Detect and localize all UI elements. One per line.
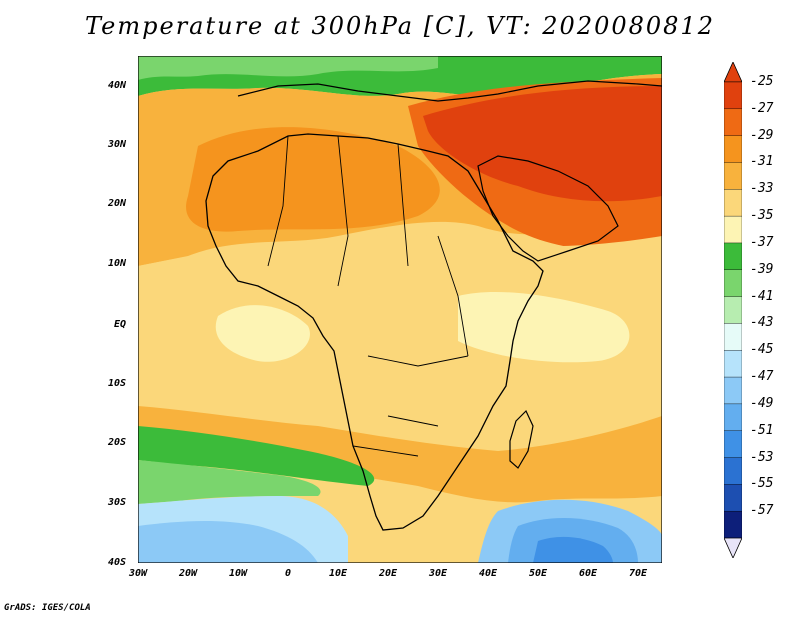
colorbar-segment xyxy=(724,108,742,137)
colorbar-label: -35 xyxy=(750,208,774,224)
colorbar-bottom-arrow xyxy=(724,537,742,558)
colorbar-label: -37 xyxy=(750,234,774,250)
colorbar-label: -47 xyxy=(750,369,774,385)
colorbar-segment xyxy=(724,215,742,244)
arabia-coastline xyxy=(477,155,619,262)
temperature-map xyxy=(137,55,663,564)
lat-label-10s: 10S xyxy=(108,378,127,389)
lon-label-10w: 10W xyxy=(228,568,248,579)
map-title: Temperature at 300hPa [C], VT: 202008081… xyxy=(85,12,715,40)
lat-label-20s: 20S xyxy=(108,437,127,448)
lon-label-10e: 10E xyxy=(328,568,348,579)
africa-coastline xyxy=(205,133,544,531)
colorbar-segment xyxy=(724,484,742,512)
field-north-light-green xyxy=(138,56,438,80)
field-south-blue-2 xyxy=(138,521,318,563)
colorbar-segment xyxy=(724,403,742,432)
lat-label-30s: 30S xyxy=(108,497,127,508)
colorbar-label: -33 xyxy=(750,181,774,197)
lon-label-40e: 40E xyxy=(478,568,498,579)
lon-label-30e: 30E xyxy=(428,568,448,579)
lon-label-20e: 20E xyxy=(378,568,398,579)
colorbar-segment xyxy=(724,242,742,271)
colorbar-segment xyxy=(724,296,742,325)
colorbar-label: -27 xyxy=(750,100,774,116)
colorbar-segment xyxy=(724,457,742,486)
europe-coastline xyxy=(237,80,663,102)
lat-label-30n: 30N xyxy=(108,139,127,150)
field-pale-patch xyxy=(215,305,310,362)
field-south-blue-5 xyxy=(533,536,613,563)
colorbar-label: -51 xyxy=(750,422,774,438)
madagascar-coastline xyxy=(509,409,534,469)
credit-text: GrADS: IGES/COLA xyxy=(4,603,91,613)
field-tropical xyxy=(138,234,662,451)
field-arabia-red xyxy=(423,86,662,202)
lon-label-70e: 70E xyxy=(628,568,648,579)
colorbar-label: -29 xyxy=(750,127,774,143)
lon-label-50e: 50E xyxy=(528,568,548,579)
colorbar xyxy=(724,62,742,558)
colorbar-top-arrow xyxy=(724,62,742,83)
lat-label-40n: 40N xyxy=(108,80,127,91)
colorbar-label: -49 xyxy=(750,395,774,411)
colorbar-segment xyxy=(724,430,742,459)
lon-label-0: 0 xyxy=(284,568,292,579)
field-south-orange xyxy=(138,406,662,503)
colorbar-label: -31 xyxy=(750,154,774,170)
colorbar-segment xyxy=(724,189,742,217)
colorbar-segment xyxy=(724,350,742,378)
colorbar-label: -41 xyxy=(750,288,774,304)
colorbar-segment xyxy=(724,162,742,190)
colorbar-segment xyxy=(724,81,742,110)
field-pale-east xyxy=(458,291,630,363)
lon-label-60e: 60E xyxy=(578,568,598,579)
field-south-green xyxy=(138,426,375,486)
field-south-light-green xyxy=(138,460,321,504)
colorbar-label: -57 xyxy=(750,503,774,519)
lat-label-10n: 10N xyxy=(108,258,127,269)
colorbar-segment xyxy=(724,269,742,298)
lat-label-40s: 40S xyxy=(108,557,127,568)
colorbar-label: -43 xyxy=(750,315,774,331)
lon-label-30w: 30W xyxy=(128,568,148,579)
country-borders xyxy=(267,135,469,457)
colorbar-label: -45 xyxy=(750,342,774,358)
colorbar-label: -25 xyxy=(750,74,774,89)
lat-label-eq: EQ xyxy=(114,319,127,330)
colorbar-segment xyxy=(724,376,742,405)
lat-label-20n: 20N xyxy=(108,198,127,209)
colorbar-label: -53 xyxy=(750,449,774,465)
colorbar-label: -55 xyxy=(750,476,774,492)
colorbar-segment xyxy=(724,135,742,164)
lon-label-20w: 20W xyxy=(178,568,198,579)
colorbar-segment xyxy=(724,323,742,351)
map-canvas xyxy=(137,55,663,564)
colorbar-segment xyxy=(724,510,742,539)
colorbar-label: -39 xyxy=(750,261,774,277)
